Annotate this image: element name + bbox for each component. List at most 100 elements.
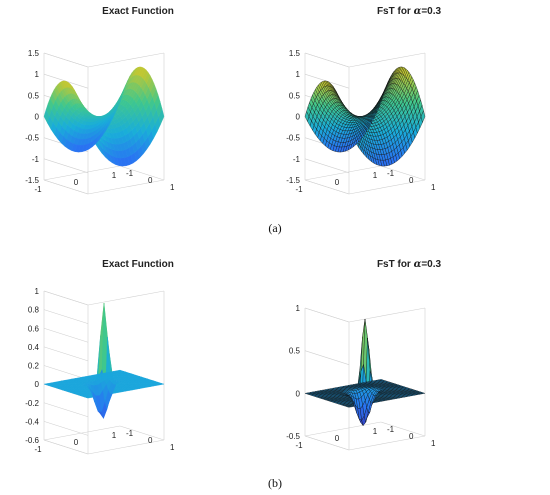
axis-box-line bbox=[43, 165, 121, 181]
surface-a-left bbox=[43, 66, 165, 167]
z-tick-label: 1 bbox=[296, 304, 301, 313]
y-tick-label: 1 bbox=[170, 183, 175, 192]
z-grid-line bbox=[43, 52, 89, 68]
y-tick-label: -1 bbox=[126, 169, 134, 178]
axis-box-line bbox=[87, 52, 165, 68]
z-tick-label: -0.2 bbox=[25, 399, 39, 408]
chart-title-text: FsT for bbox=[377, 259, 414, 270]
x-tick-label: 1 bbox=[373, 171, 378, 180]
z-tick-label: 0.8 bbox=[28, 306, 40, 315]
z-tick-label: 0.4 bbox=[28, 343, 40, 352]
axis-box-line bbox=[119, 425, 165, 441]
axis-box-line bbox=[380, 165, 426, 181]
x-tick-label: -1 bbox=[34, 185, 42, 194]
chart-panel-b-left: Exact Function -0.6 -0.4 -0.2 0 0.2 0.4 0.6 0.8 1… bbox=[25, 259, 175, 455]
chart-title-suffix: =0.3 bbox=[421, 6, 441, 17]
axis-box-line bbox=[380, 421, 426, 437]
y-tick-label: -1 bbox=[387, 169, 395, 178]
y-tick-label: 0 bbox=[148, 436, 153, 445]
surface-b-left bbox=[43, 303, 165, 419]
z-tick-label: 1 bbox=[35, 70, 40, 79]
surface-patch bbox=[378, 97, 383, 109]
z-tick-label: -0.6 bbox=[25, 436, 39, 445]
z-grid-line bbox=[304, 179, 350, 195]
chart-panel-b-right: FsT for α=0.3 -0.5 0 0.5 1 -1 0 1 -1 0 1 bbox=[286, 259, 442, 451]
chart-title: FsT for α=0.3 bbox=[377, 6, 442, 17]
surface-patch bbox=[377, 379, 384, 381]
chart-title-symbol: α bbox=[414, 6, 422, 17]
chart-title-text: Exact Function bbox=[102, 6, 174, 17]
z-tick-label: 0 bbox=[35, 113, 40, 122]
z-tick-label: -1 bbox=[32, 155, 40, 164]
axis-box-line bbox=[348, 307, 426, 323]
z-grid-line bbox=[43, 290, 89, 306]
z-tick-label: 1.5 bbox=[289, 49, 301, 58]
chart-title-suffix: =0.3 bbox=[421, 259, 441, 270]
z-tick-label: 0.5 bbox=[289, 347, 301, 356]
z-tick-label: 0.5 bbox=[28, 91, 40, 100]
z-tick-label: -0.5 bbox=[286, 432, 300, 441]
axis-box-line bbox=[43, 425, 121, 441]
z-grid-line bbox=[304, 435, 350, 451]
z-tick-label: 0.2 bbox=[28, 362, 40, 371]
y-tick-label: 0 bbox=[409, 176, 414, 185]
z-grid-line bbox=[304, 307, 350, 323]
x-tick-label: 0 bbox=[74, 438, 79, 447]
chart-title-text: Exact Function bbox=[102, 259, 174, 270]
x-tick-label: -1 bbox=[295, 441, 303, 450]
axis-box-line bbox=[87, 290, 165, 306]
x-tick-label: 0 bbox=[335, 434, 340, 443]
z-tick-label: 1 bbox=[35, 287, 40, 296]
surface-patch bbox=[116, 369, 123, 372]
z-tick-label: 0.5 bbox=[289, 91, 301, 100]
y-tick-label: 1 bbox=[431, 183, 436, 192]
axis-box-line bbox=[348, 435, 426, 451]
z-tick-label: 0 bbox=[296, 113, 301, 122]
surface-a-right bbox=[304, 66, 426, 167]
axis-box-line bbox=[119, 165, 165, 181]
z-grid-line bbox=[43, 327, 89, 343]
chart-title-text: FsT for bbox=[377, 6, 414, 17]
subfigure-caption: (b) bbox=[268, 476, 282, 490]
axis-box-line bbox=[87, 439, 165, 455]
z-grid-line bbox=[43, 402, 89, 418]
axis-box-line bbox=[304, 165, 382, 181]
x-tick-label: 1 bbox=[112, 171, 117, 180]
z-tick-label: 0.6 bbox=[28, 324, 40, 333]
chart-panel-a-left: Exact Function-1.5-1-0.500.511.5-101 -101 bbox=[25, 6, 175, 195]
z-grid-line bbox=[304, 158, 350, 174]
z-tick-label: -1 bbox=[293, 155, 301, 164]
x-tick-label: -1 bbox=[34, 445, 42, 454]
subfigure-caption: (a) bbox=[268, 221, 281, 235]
x-tick-label: 1 bbox=[373, 427, 378, 436]
y-tick-label: 0 bbox=[148, 176, 153, 185]
chart-title: Exact Function bbox=[102, 6, 174, 17]
y-tick-label: 1 bbox=[170, 443, 175, 452]
y-tick-label: -1 bbox=[126, 429, 134, 438]
z-grid-line bbox=[43, 309, 89, 324]
z-grid-line bbox=[43, 346, 89, 362]
y-tick-label: -1 bbox=[387, 425, 395, 434]
axis-box-line bbox=[348, 52, 426, 68]
z-tick-label: 0 bbox=[35, 380, 40, 389]
axis-box-line bbox=[304, 421, 382, 437]
surface-b-right bbox=[304, 319, 426, 427]
chart-title: FsT for α=0.3 bbox=[377, 259, 442, 270]
z-tick-label: -1.5 bbox=[25, 176, 39, 185]
z-grid-line bbox=[43, 439, 89, 455]
z-tick-label: 0 bbox=[296, 389, 301, 398]
axis-box-line bbox=[348, 179, 426, 195]
x-tick-label: 0 bbox=[335, 178, 340, 187]
z-tick-label: -1.5 bbox=[286, 176, 300, 185]
z-grid-line bbox=[43, 158, 89, 174]
axis-box-line bbox=[87, 179, 165, 195]
z-tick-label: 1.5 bbox=[28, 49, 40, 58]
z-tick-label: -0.5 bbox=[286, 134, 300, 143]
z-grid-line bbox=[304, 52, 350, 68]
chart-title-symbol: α bbox=[414, 259, 422, 270]
x-tick-label: -1 bbox=[295, 185, 303, 194]
surface-patch bbox=[116, 95, 123, 111]
y-tick-label: 1 bbox=[431, 439, 436, 448]
x-tick-label: 1 bbox=[112, 431, 117, 440]
